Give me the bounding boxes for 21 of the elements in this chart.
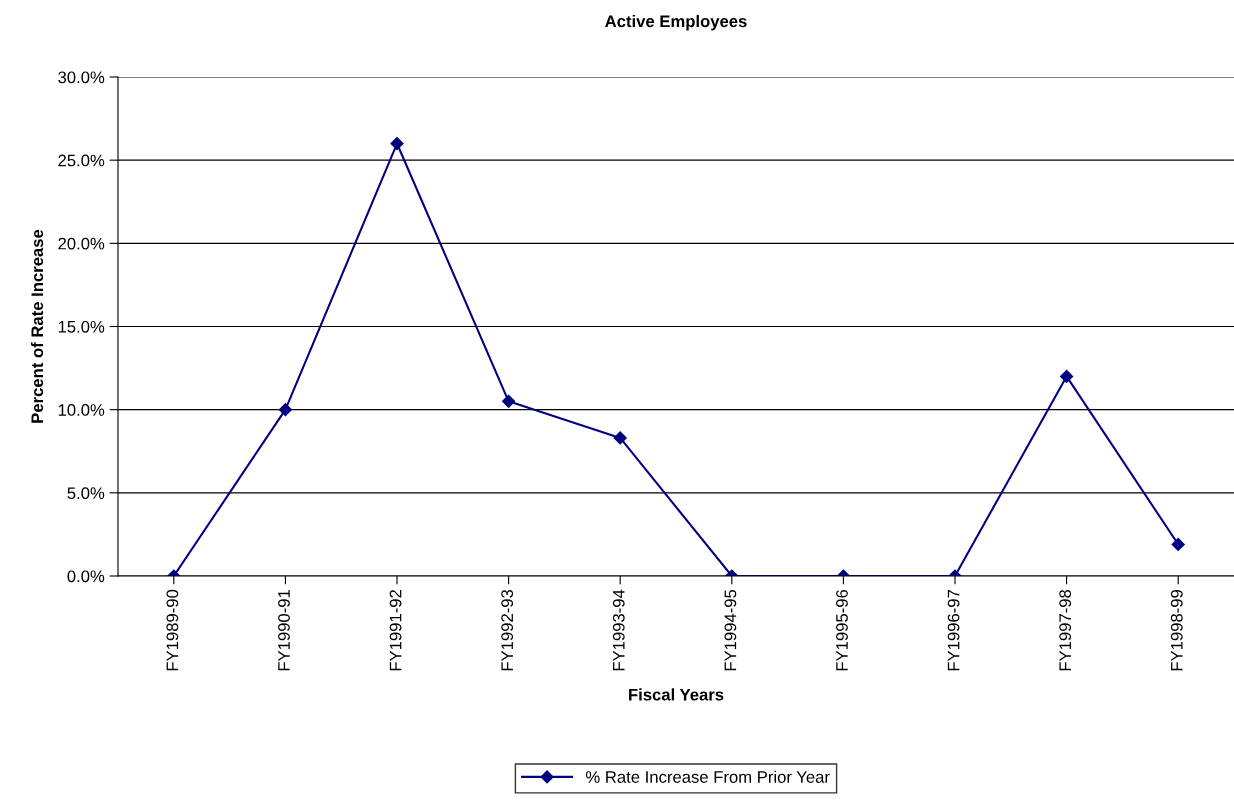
chart-title: Active Employees	[605, 14, 747, 31]
x-tick-label: FY1992-93	[501, 589, 514, 671]
y-tick-label: 15.0%	[58, 320, 105, 333]
y-tick-label: 30.0%	[58, 71, 105, 84]
y-tick-label: 20.0%	[58, 237, 105, 250]
legend-label: % Rate Increase From Prior Year	[585, 770, 830, 783]
x-tick-label: FY1996-97	[947, 590, 960, 671]
y-tick-label: 5.0%	[67, 487, 105, 500]
x-tick-label: FY1989-90	[166, 589, 179, 671]
x-tick-label: FY1991-92	[389, 590, 402, 671]
x-tick-label: FY1997-98	[1059, 589, 1072, 671]
x-tick-label: FY1993-94	[612, 589, 625, 671]
x-tick-label: FY1995-96	[836, 589, 848, 671]
y-tick-label: 0.0%	[67, 570, 105, 583]
y-axis-title: Percent of Rate Increase	[30, 229, 44, 423]
y-tick-label: 25.0%	[58, 154, 105, 167]
x-axis-title: Fiscal Years	[629, 688, 724, 701]
y-tick-label: 10.0%	[58, 404, 105, 416]
x-tick-label: FY1998-99	[1170, 589, 1183, 671]
x-tick-label: FY1994-95	[724, 589, 737, 671]
x-tick-label: FY1990-91	[278, 590, 290, 671]
